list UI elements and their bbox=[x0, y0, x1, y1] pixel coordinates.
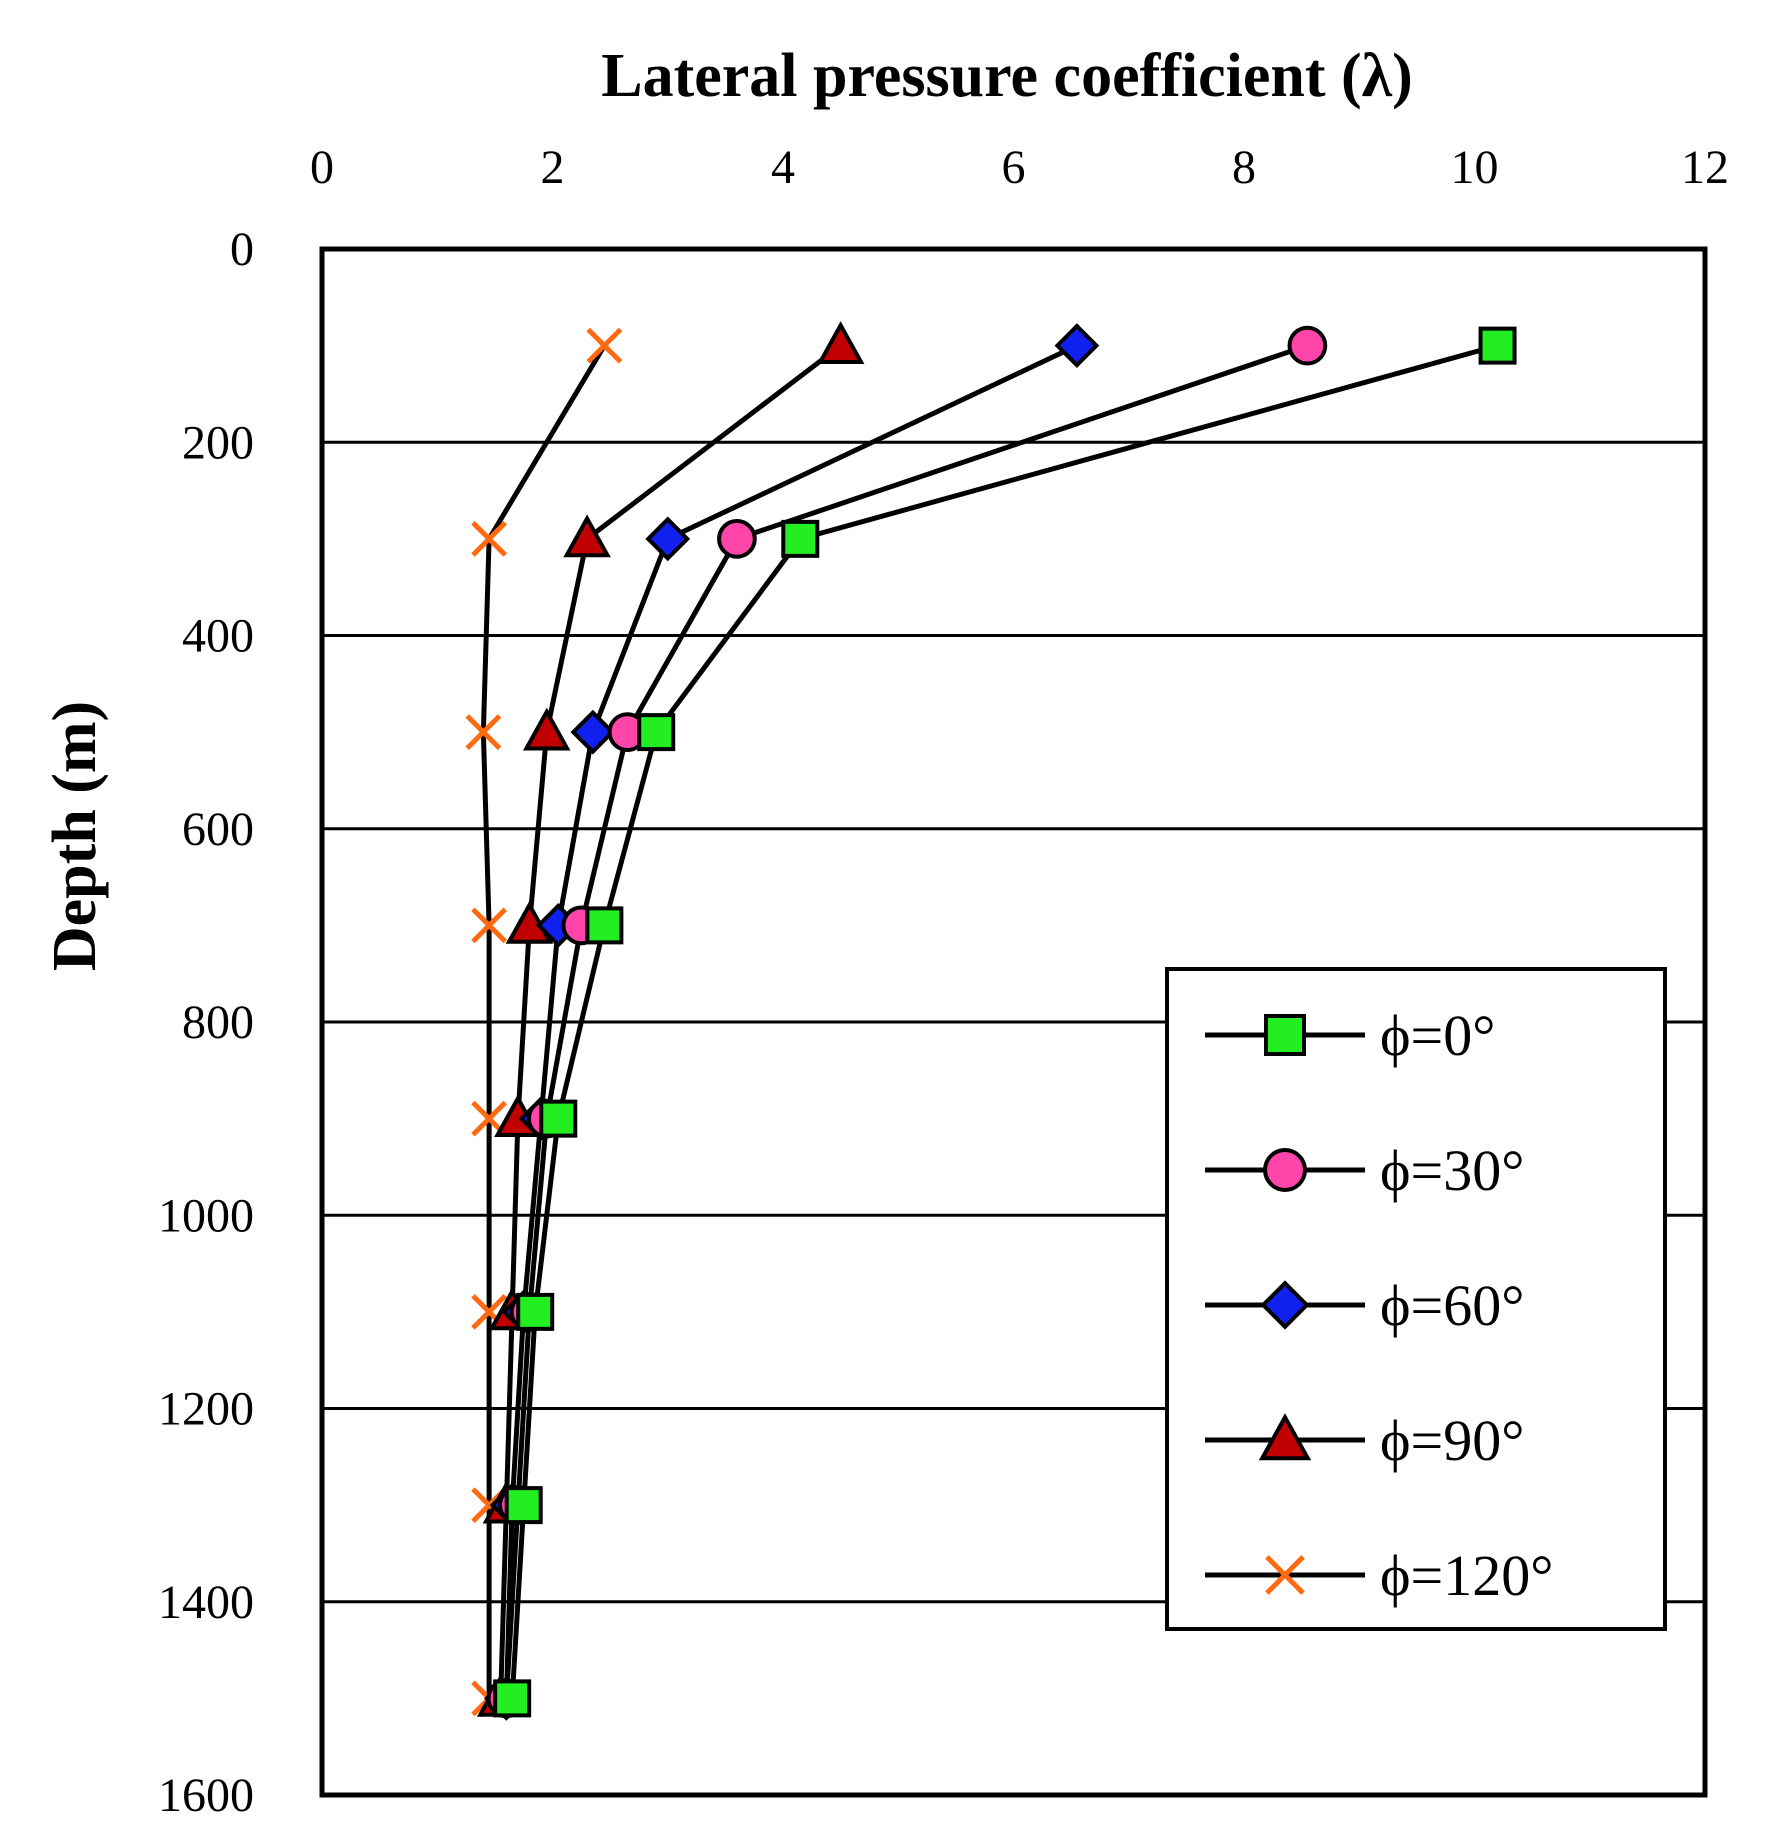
data-point-60 bbox=[570, 709, 616, 755]
legend-item-60: ϕ=60° bbox=[1205, 1273, 1524, 1338]
legend-label: ϕ=0° bbox=[1380, 1003, 1495, 1068]
legend-label: ϕ=90° bbox=[1380, 1408, 1524, 1473]
data-series bbox=[465, 321, 1517, 1721]
x-tick-label: 10 bbox=[1451, 141, 1499, 194]
data-point-0 bbox=[504, 1486, 543, 1525]
y-tick-label: 800 bbox=[182, 996, 254, 1049]
data-point-90 bbox=[563, 514, 611, 558]
data-point-0 bbox=[1478, 326, 1517, 365]
data-point-0 bbox=[493, 1679, 532, 1718]
gridlines bbox=[322, 440, 1705, 1604]
data-point-120 bbox=[471, 907, 508, 944]
data-point-90 bbox=[816, 321, 865, 364]
series-markers bbox=[465, 321, 1517, 1721]
legend-marker bbox=[1260, 1280, 1310, 1330]
data-point-90 bbox=[522, 707, 571, 751]
legend-marker bbox=[1263, 1148, 1307, 1192]
plot-area-frame bbox=[319, 246, 1708, 1798]
series-line-60 bbox=[503, 343, 1078, 1699]
data-point-30 bbox=[717, 519, 757, 559]
legend-item-90: ϕ=90° bbox=[1205, 1408, 1524, 1473]
x-tick-label: 2 bbox=[541, 141, 565, 194]
y-tick-label: 600 bbox=[182, 803, 254, 856]
y-tick-label: 1200 bbox=[158, 1383, 254, 1436]
x-tick-label: 4 bbox=[771, 141, 795, 194]
legend-item-30: ϕ=30° bbox=[1205, 1138, 1524, 1203]
series-line-30 bbox=[503, 343, 1309, 1699]
legend-label: ϕ=30° bbox=[1380, 1138, 1524, 1203]
data-point-0 bbox=[637, 713, 676, 752]
y-tick-label: 200 bbox=[182, 416, 254, 469]
data-point-0 bbox=[585, 906, 624, 945]
x-tick-label: 0 bbox=[310, 141, 334, 194]
legend-marker bbox=[1264, 1014, 1306, 1056]
legend-label: ϕ=120° bbox=[1380, 1543, 1553, 1608]
x-tick-label: 6 bbox=[1002, 141, 1026, 194]
data-point-0 bbox=[781, 519, 820, 558]
series-line-0 bbox=[509, 343, 1499, 1699]
y-tick-label: 1000 bbox=[158, 1189, 254, 1242]
data-point-60 bbox=[645, 516, 691, 562]
data-point-30 bbox=[1287, 325, 1328, 366]
series-line-120 bbox=[480, 344, 607, 1699]
y-tick-label: 400 bbox=[182, 610, 254, 663]
series-lines bbox=[480, 343, 1499, 1699]
x-tick-labels: 0 2 4 6 8 10 12 bbox=[310, 141, 1729, 194]
data-point-120 bbox=[465, 714, 502, 751]
y-tick-label: 0 bbox=[230, 223, 254, 276]
legend-item-120: ϕ=120° bbox=[1205, 1543, 1553, 1608]
legend-box bbox=[1165, 967, 1667, 1631]
data-point-0 bbox=[539, 1099, 578, 1138]
data-point-60 bbox=[1054, 323, 1100, 369]
data-point-120 bbox=[471, 520, 508, 557]
legend-marker bbox=[1265, 1555, 1305, 1595]
legend-label: ϕ=60° bbox=[1380, 1273, 1524, 1338]
y-tick-labels: 0 200 400 600 800 1000 1200 1400 1600 bbox=[158, 223, 254, 1822]
x-axis-title: Lateral pressure coefficient (λ) bbox=[601, 42, 1413, 110]
legend: ϕ=0° ϕ=30° ϕ=60° ϕ=90° ϕ=120° bbox=[1165, 967, 1667, 1631]
legend-marker bbox=[1258, 1413, 1312, 1461]
y-axis-title: Depth (m) bbox=[41, 701, 109, 971]
y-tick-label: 1400 bbox=[158, 1576, 254, 1629]
y-tick-label: 1600 bbox=[158, 1769, 254, 1822]
data-point-0 bbox=[516, 1292, 555, 1331]
x-tick-label: 8 bbox=[1232, 141, 1256, 194]
series-line-90 bbox=[498, 343, 843, 1699]
data-point-120 bbox=[586, 327, 623, 364]
x-tick-label: 12 bbox=[1681, 141, 1729, 194]
legend-item-0: ϕ=0° bbox=[1205, 1003, 1495, 1068]
